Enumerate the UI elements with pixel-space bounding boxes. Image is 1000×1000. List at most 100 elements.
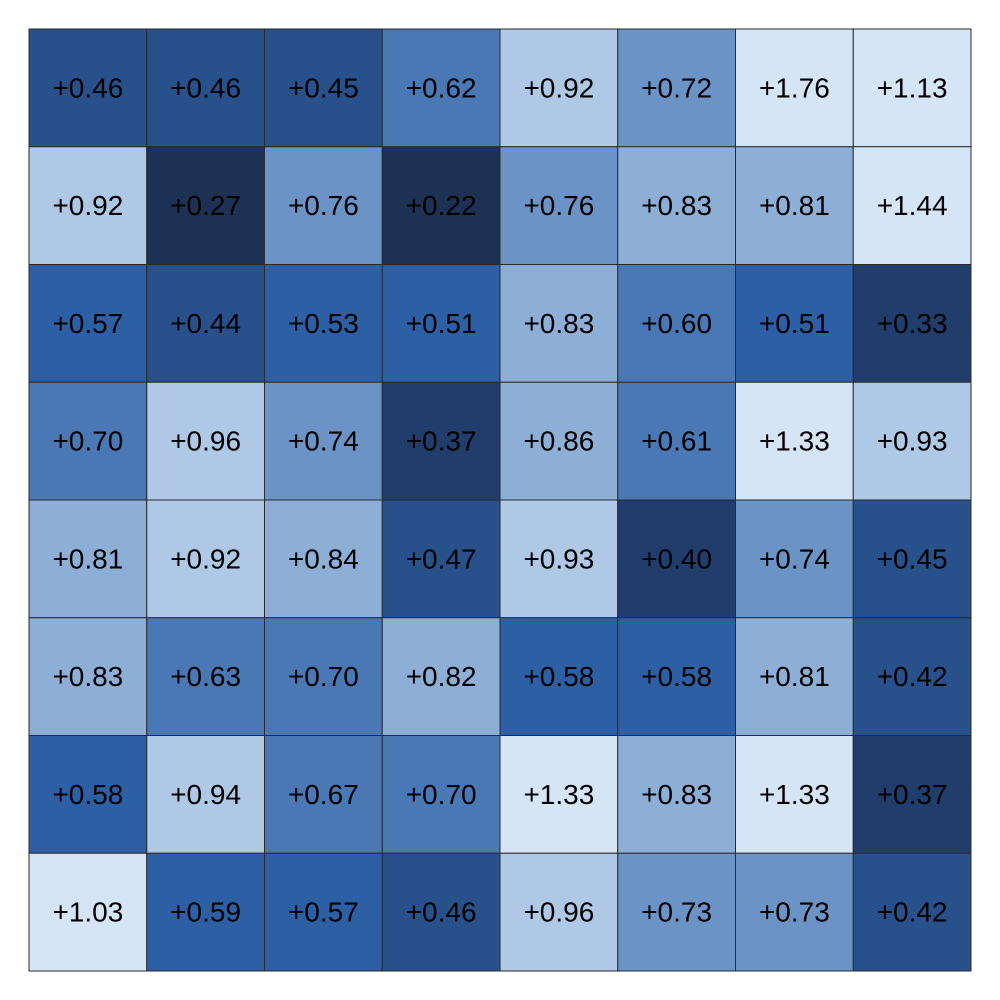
cell-label: +0.44 (170, 308, 241, 339)
cell-label: +0.37 (877, 779, 948, 810)
cell-label: +0.63 (170, 661, 241, 692)
cell-label: +0.51 (759, 308, 830, 339)
heatmap-cell (381, 381, 501, 501)
cell-label: +0.76 (288, 190, 359, 221)
heatmap-cell (852, 735, 972, 854)
cell-label: +0.70 (52, 426, 123, 457)
cell-label: +0.57 (52, 308, 123, 339)
heatmap-cell (264, 381, 383, 501)
cell-label: +0.81 (52, 543, 123, 574)
cell-label: +0.74 (288, 426, 359, 457)
heatmap-cell (499, 852, 619, 972)
cell-label: +0.27 (170, 190, 241, 221)
heatmap-cell (852, 28, 972, 148)
cell-label: +1.33 (759, 426, 830, 457)
heatmap-cell (852, 499, 972, 619)
cell-label: +0.84 (288, 543, 359, 574)
cell-label: +0.92 (52, 190, 123, 221)
cell-label: +0.92 (523, 72, 594, 103)
heatmap-cell (735, 264, 854, 383)
cell-label: +1.33 (759, 779, 830, 810)
cell-label: +0.83 (641, 190, 712, 221)
cell-label: +0.73 (759, 897, 830, 928)
heatmap-cell (617, 617, 736, 736)
heatmap-cell (735, 146, 854, 265)
heatmap-cell (381, 499, 501, 619)
cell-label: +0.60 (641, 308, 712, 339)
cell-label: +0.45 (877, 543, 948, 574)
cell-label: +0.81 (759, 190, 830, 221)
heatmap-cell (381, 28, 501, 148)
cell-label: +0.51 (406, 308, 477, 339)
cell-label: +0.83 (523, 308, 594, 339)
cell-label: +0.58 (52, 779, 123, 810)
heatmap-cell (146, 28, 265, 148)
cell-label: +0.33 (877, 308, 948, 339)
cell-label: +0.83 (641, 779, 712, 810)
cell-label: +0.82 (406, 661, 477, 692)
heatmap-cell (852, 146, 972, 265)
cell-label: +0.61 (641, 426, 712, 457)
cell-label: +0.46 (170, 72, 241, 103)
heatmap-cell (28, 852, 148, 972)
heatmap-cell (28, 28, 148, 148)
heatmap-cell (146, 264, 265, 383)
heatmap-cell (499, 146, 619, 265)
heatmap-cell (852, 617, 972, 736)
heatmap-cell (381, 146, 501, 265)
cell-label: +0.42 (877, 661, 948, 692)
heatmap-cell (735, 499, 854, 619)
cell-label: +0.62 (406, 72, 477, 103)
heatmap-cell (264, 617, 383, 736)
heatmap-cell (617, 28, 736, 148)
heatmap-cell (499, 617, 619, 736)
heatmap-cell (499, 735, 619, 854)
cell-label: +0.57 (288, 897, 359, 928)
cell-label: +0.45 (288, 72, 359, 103)
cell-label: +1.44 (877, 190, 948, 221)
cell-label: +0.74 (759, 543, 830, 574)
cell-label: +0.53 (288, 308, 359, 339)
heatmap-cell (735, 852, 854, 972)
heatmap-cell (381, 852, 501, 972)
cell-label: +0.70 (406, 779, 477, 810)
cell-label: +0.96 (170, 426, 241, 457)
cell-label: +0.22 (406, 190, 477, 221)
cell-label: +0.37 (406, 426, 477, 457)
heatmap-cell (735, 617, 854, 736)
cell-label: +1.03 (52, 897, 123, 928)
cell-label: +0.94 (170, 779, 241, 810)
cell-label: +0.96 (523, 897, 594, 928)
cell-label: +0.59 (170, 897, 241, 928)
heatmap-cell (264, 852, 383, 972)
heatmap-cell (28, 735, 148, 854)
cell-label: +0.83 (52, 661, 123, 692)
heatmap-cell (146, 146, 265, 265)
heatmap-cell (264, 264, 383, 383)
heatmap-cell (852, 852, 972, 972)
heatmap-cell (264, 28, 383, 148)
cell-label: +0.81 (759, 661, 830, 692)
heatmap-cell (28, 264, 148, 383)
heatmap-cell (264, 499, 383, 619)
cell-label: +0.93 (877, 426, 948, 457)
heatmap-cell (617, 735, 736, 854)
cell-label: +0.58 (641, 661, 712, 692)
cell-label: +0.72 (641, 72, 712, 103)
heatmap-cell (381, 264, 501, 383)
cell-label: +0.93 (523, 543, 594, 574)
heatmap-cell (264, 735, 383, 854)
heatmap-cell (146, 735, 265, 854)
cell-label: +0.86 (523, 426, 594, 457)
cell-label: +0.70 (288, 661, 359, 692)
heatmap-cell (617, 264, 736, 383)
heatmap-cell (146, 852, 265, 972)
heatmap-cell (499, 28, 619, 148)
cell-label: +1.33 (523, 779, 594, 810)
heatmap-cell (28, 381, 148, 501)
cell-label: +0.92 (170, 543, 241, 574)
heatmap-cell (146, 617, 265, 736)
cell-label: +1.13 (877, 72, 948, 103)
